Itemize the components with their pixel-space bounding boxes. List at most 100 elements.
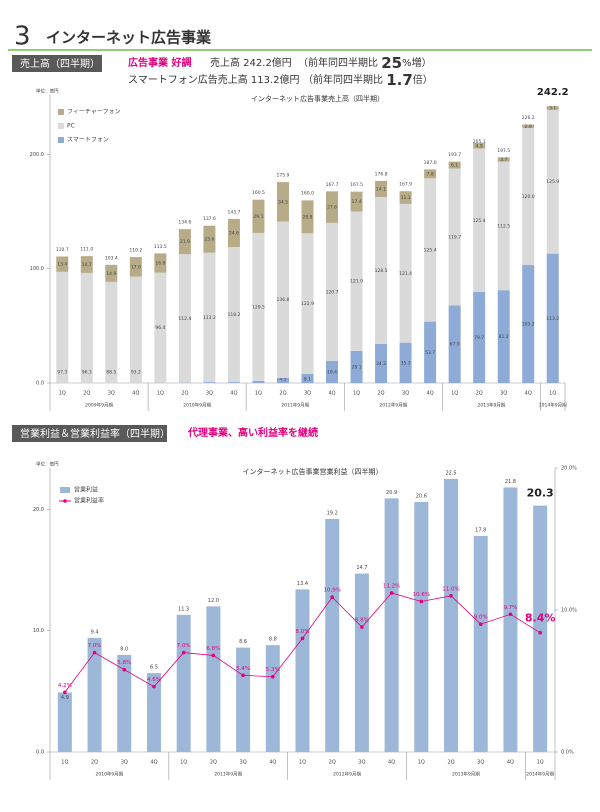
section-number: 3: [14, 22, 31, 52]
bar-segment: [375, 180, 388, 198]
line-marker: [419, 599, 424, 604]
line-marker: [449, 594, 453, 598]
x-tick-label: 1Q: [255, 391, 262, 397]
total-label: 187.0: [424, 160, 437, 166]
page-title: インターネット広告事業: [46, 29, 212, 47]
x-group-label: 2011年9月期: [281, 402, 309, 409]
x-tick-label: 2Q: [91, 760, 98, 766]
bar-value-label: 9.4: [91, 629, 99, 635]
y2-tick-label: 10.0%: [561, 608, 577, 614]
y2-tick-label: 0.0%: [561, 750, 574, 756]
bar-value-label: 8.0: [120, 646, 128, 652]
summary-note: （前年同四半期比 25%増）: [298, 54, 432, 72]
bar-value-label: 81.2: [499, 334, 509, 340]
x-tick-label: 3Q: [121, 760, 128, 766]
legend-label: 営業利益率: [74, 497, 104, 505]
y-tick-label: 200.0: [30, 152, 44, 158]
bar-segment: [227, 218, 240, 247]
total-label: 110.7: [56, 247, 69, 253]
x-tick-label: 3Q: [358, 760, 365, 766]
bar-value-label: 14.7: [356, 565, 367, 571]
bar-value-label: 121.4: [399, 271, 412, 277]
x-tick-label: 1Q: [549, 391, 556, 397]
bar: [206, 606, 221, 752]
line-marker: [300, 636, 305, 641]
x-tick-label: 3Q: [304, 391, 311, 397]
x-tick-label: 4Q: [525, 391, 532, 397]
bar-segment: [326, 191, 339, 223]
total-label: 160.5: [252, 190, 265, 196]
bar: [533, 505, 548, 752]
bar-segment: [522, 124, 535, 128]
bar-value-label: 8.6: [239, 639, 247, 645]
bar-segment: [546, 106, 559, 110]
bar-value-label: 53.7: [425, 350, 435, 356]
bar-segment: [497, 290, 510, 383]
x-tick-label: 4Q: [230, 391, 237, 397]
x-tick-label: 1Q: [537, 760, 544, 766]
bar-value-label: 121.9: [350, 279, 363, 285]
summary-line: 売上高 242.2億円: [210, 56, 292, 69]
line-marker: [478, 622, 483, 626]
bar-value-label: 67.9: [450, 342, 460, 348]
line-value-label: 9.7%: [503, 605, 517, 611]
bar-value-label: 96.3: [82, 370, 92, 376]
bar-value-label: 122.9: [301, 301, 314, 307]
total-label: 113.5: [154, 244, 167, 250]
y-tick-label: 100.0: [30, 266, 44, 272]
bar-value-label: 13.4: [297, 581, 308, 587]
x-tick-label: 3Q: [500, 391, 507, 397]
bar-segment: [276, 221, 289, 378]
line-marker: [538, 630, 542, 635]
line-marker: [508, 612, 513, 617]
line-marker: [152, 684, 156, 689]
bar-value-label: 20.9: [386, 490, 397, 496]
legend-marker: [63, 499, 67, 503]
line-marker: [181, 650, 186, 655]
bar-value-label: 12.0: [208, 598, 219, 604]
bar: [265, 645, 280, 752]
bar-segment: [178, 254, 191, 383]
bar-value-label: 129.5: [252, 304, 265, 310]
bar: [176, 614, 191, 752]
y2-tick-label: 20.0%: [561, 466, 577, 472]
x-group-label: 2012年9月期: [379, 402, 407, 409]
x-tick-label: 3Q: [206, 391, 213, 397]
bar-segment: [399, 203, 412, 343]
bar: [354, 573, 369, 752]
total-label: 205.1: [473, 139, 486, 145]
bar-value-label: 4.5: [279, 377, 286, 383]
summary-note: （前年同四半期比 1.7倍）: [303, 71, 433, 89]
bar-segment: [203, 252, 216, 383]
bar-segment: [105, 281, 118, 383]
bar-segment: [276, 182, 289, 222]
bar-segment: [497, 161, 510, 291]
section-label: 営業利益＆営業利益率（四半期）: [20, 427, 170, 440]
x-tick-label: 2Q: [447, 760, 454, 766]
y-tick-label: 10.0: [33, 628, 44, 634]
x-group-label: 2014年9月期: [539, 402, 567, 409]
bar-value-label: 28.1: [352, 364, 362, 370]
line-value-label: 7.0%: [88, 643, 102, 649]
chart-title: インターネット広告事業売上高（四半期）: [251, 94, 384, 103]
bar-value-label: 112.5: [497, 223, 510, 229]
y-tick-label: 0.0: [36, 381, 44, 387]
bar-value-label: 34.2: [376, 361, 386, 367]
line-marker: [330, 595, 335, 600]
bar-value-label: 6.1: [451, 163, 458, 169]
total-label: 160.0: [301, 191, 314, 197]
legend-label: PC: [67, 123, 75, 130]
bar-value-label: 97.3: [57, 370, 67, 376]
line-value-label: 5.4%: [236, 666, 250, 672]
total-label: 110.2: [129, 248, 142, 254]
bar-segment: [424, 321, 437, 383]
line-marker: [122, 667, 127, 672]
bar-value-label: 88.5: [106, 370, 116, 376]
legend-swatch: [58, 109, 64, 115]
x-tick-label: 4Q: [507, 760, 514, 766]
bar-segment: [326, 222, 339, 361]
bar-value-label: 20.3: [527, 487, 554, 500]
x-group-label: 2011年9月期: [214, 771, 242, 778]
bar-segment: [80, 256, 93, 273]
